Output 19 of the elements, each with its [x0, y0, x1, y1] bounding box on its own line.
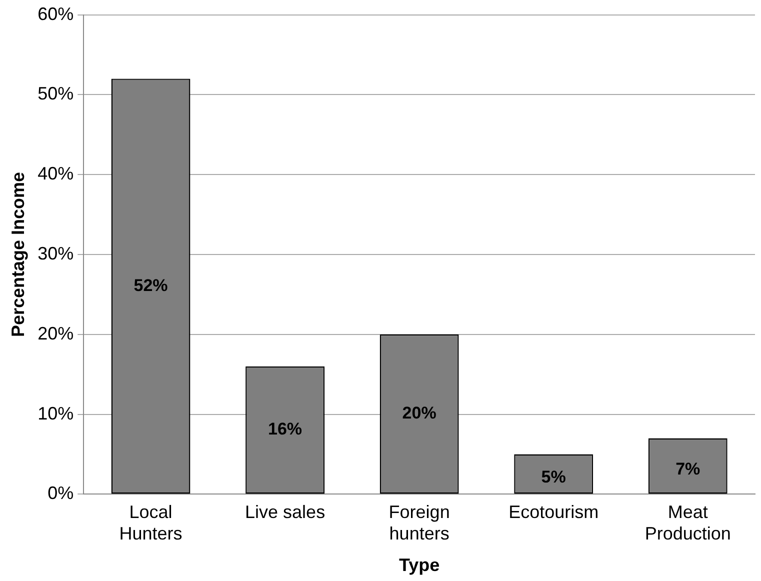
data-label: 20%	[402, 404, 436, 423]
data-label: 5%	[541, 468, 566, 487]
x-tick-label: Live sales	[245, 502, 326, 522]
x-axis-title: Type	[398, 555, 440, 576]
y-tick-label: 0%	[48, 483, 74, 504]
data-label: 52%	[134, 276, 168, 295]
y-tick-label: 30%	[38, 243, 74, 264]
y-tick-label: 20%	[38, 323, 74, 344]
y-tick-label: 10%	[38, 403, 74, 424]
y-tick-label: 40%	[38, 164, 74, 184]
x-tick-label: Ecotourism	[508, 502, 599, 522]
x-tick-label: Foreign hunters	[388, 502, 450, 544]
data-label: 7%	[676, 460, 700, 479]
y-tick-label: 60%	[38, 4, 74, 24]
y-tick-label: 50%	[38, 84, 74, 104]
x-tick-label: Local Hunters	[119, 502, 182, 544]
data-label: 16%	[268, 420, 302, 439]
y-axis-title: Percentage Income	[8, 172, 28, 338]
x-tick-label: Meat Production	[644, 502, 731, 544]
